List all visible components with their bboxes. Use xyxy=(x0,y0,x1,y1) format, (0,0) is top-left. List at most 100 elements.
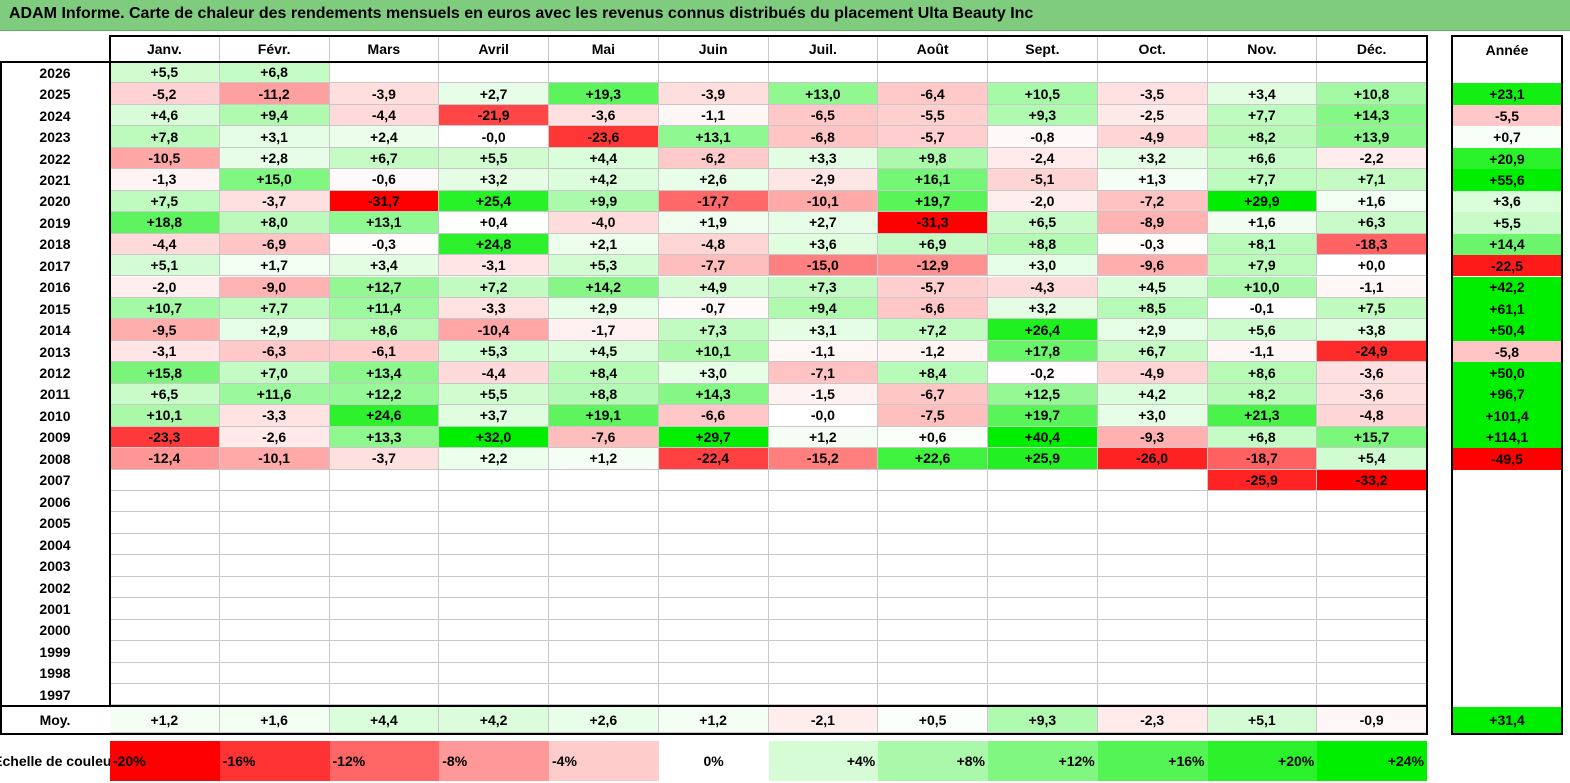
chart-title: ADAM Informe. Carte de chaleur des rende… xyxy=(9,5,1034,22)
heatmap-cell: +5,3 xyxy=(549,255,659,277)
heatmap-cell: +19,7 xyxy=(878,190,988,213)
heatmap-cell: +22,6 xyxy=(878,448,988,470)
left-border xyxy=(0,61,2,707)
heatmap-cell: +7,3 xyxy=(658,319,769,341)
heatmap-cell: +17,8 xyxy=(988,340,1098,363)
heatmap-cell: -5,7 xyxy=(878,126,988,148)
heatmap-cell: -2,0 xyxy=(988,190,1098,213)
heatmap-cell xyxy=(110,491,220,513)
heatmap-cell: +6,7 xyxy=(329,147,440,170)
heatmap-cell: +25,4 xyxy=(439,190,549,213)
heatmap-cell xyxy=(1207,641,1318,663)
heatmap-cell xyxy=(878,598,988,620)
heatmap-cell xyxy=(1317,662,1427,685)
heatmap-cell: -6,9 xyxy=(219,233,330,256)
heatmap-cell: -26,0 xyxy=(1097,448,1208,470)
heatmap-cell: +7,7 xyxy=(1207,169,1318,191)
heatmap-cell xyxy=(1097,491,1208,513)
year-total-cell xyxy=(1452,663,1562,684)
heatmap-cell: +4,5 xyxy=(549,340,659,363)
heatmap-cell xyxy=(988,576,1098,599)
heatmap-cell: +7,0 xyxy=(219,362,330,384)
year-label: 2003 xyxy=(39,558,71,575)
heatmap-cell: +12,2 xyxy=(329,383,440,406)
heatmap-cell: -6,4 xyxy=(878,83,988,105)
heatmap-cell xyxy=(658,598,769,620)
average-cell: -2,1 xyxy=(768,707,879,733)
heatmap-cell: -10,5 xyxy=(110,147,220,170)
heatmap-cell: +1,3 xyxy=(1097,169,1208,191)
heatmap-cell: +8,0 xyxy=(219,212,330,234)
heatmap-cell: +0,6 xyxy=(878,426,988,449)
heatmap-cell xyxy=(768,469,879,491)
heatmap-cell: +2,9 xyxy=(219,319,330,341)
heatmap-cell: +13,4 xyxy=(329,362,440,384)
heatmap-cell: -1,1 xyxy=(1317,276,1427,298)
heatmap-cell: +2,4 xyxy=(329,126,440,148)
heatmap-cell: -10,1 xyxy=(768,190,879,213)
heatmap-cell xyxy=(878,662,988,685)
heatmap-cell: -18,3 xyxy=(1317,233,1427,256)
heatmap-cell: +12,7 xyxy=(329,276,440,298)
year-total-cell: -5,8 xyxy=(1452,340,1562,363)
heatmap-cell: +4,9 xyxy=(658,276,769,298)
heatmap-cell: -9,0 xyxy=(219,276,330,298)
heatmap-cell: +8,4 xyxy=(878,362,988,384)
heatmap-cell: -0,1 xyxy=(1207,297,1318,320)
heatmap-cell: -3,3 xyxy=(219,405,330,427)
heatmap-cell xyxy=(878,512,988,534)
year-label: 2002 xyxy=(39,579,71,596)
heatmap-cell: -9,3 xyxy=(1097,426,1208,449)
heatmap-cell: -7,5 xyxy=(878,405,988,427)
heatmap-cell: +9,4 xyxy=(219,104,330,127)
heatmap-cell xyxy=(1317,533,1427,556)
heatmap-cell: +5,5 xyxy=(110,62,220,84)
heatmap-cell: -31,7 xyxy=(329,190,440,213)
heatmap-cell xyxy=(439,684,549,706)
heatmap-cell: +3,1 xyxy=(768,319,879,341)
heatmap-cell xyxy=(329,598,440,620)
heatmap-cell: +4,4 xyxy=(549,147,659,170)
heatmap-cell xyxy=(658,684,769,706)
heatmap-cell: +14,3 xyxy=(658,383,769,406)
heatmap-cell: +3,2 xyxy=(988,297,1098,320)
month-header: Sept. xyxy=(988,37,1098,62)
heatmap-cell: -4,4 xyxy=(110,233,220,256)
heatmap-cell xyxy=(110,641,220,663)
heatmap-cell xyxy=(988,469,1098,491)
heatmap-cell: +9,9 xyxy=(549,190,659,213)
heatmap-cell: -4,9 xyxy=(1097,362,1208,384)
average-year-cell: +31,4 xyxy=(1452,707,1562,733)
heatmap-cell xyxy=(1207,619,1318,642)
heatmap-cell: +7,2 xyxy=(878,319,988,341)
month-header: Févr. xyxy=(219,37,330,62)
year-total-cell: +61,1 xyxy=(1452,297,1562,320)
heatmap-cell: +2,6 xyxy=(658,169,769,191)
year-total-cell: -22,5 xyxy=(1452,255,1562,277)
heatmap-cell xyxy=(329,662,440,685)
heatmap-cell xyxy=(1317,512,1427,534)
year-total-cell: +50,0 xyxy=(1452,362,1562,384)
year-label: 1998 xyxy=(39,665,71,682)
heatmap-cell: -17,7 xyxy=(658,190,769,213)
heatmap-cell: +3,0 xyxy=(1097,405,1208,427)
heatmap-cell: +13,1 xyxy=(329,212,440,234)
heatmap-cell: +5,1 xyxy=(110,255,220,277)
heatmap-cell xyxy=(1207,662,1318,685)
heatmap-cell xyxy=(329,576,440,599)
heatmap-cell xyxy=(329,491,440,513)
year-total-cell: +5,5 xyxy=(1452,212,1562,234)
year-label: 2020 xyxy=(39,193,71,210)
heatmap-cell xyxy=(658,641,769,663)
heatmap-cell: -4,3 xyxy=(988,276,1098,298)
heatmap-cell: -9,6 xyxy=(1097,255,1208,277)
heatmap-cell: +6,9 xyxy=(878,233,988,256)
year-label: 2007 xyxy=(39,472,71,489)
heatmap-cell: +13,3 xyxy=(329,426,440,449)
heatmap-cell xyxy=(768,576,879,599)
heatmap-cell xyxy=(439,533,549,556)
average-cell: +0,5 xyxy=(878,707,988,733)
heatmap-cell: +3,2 xyxy=(1097,147,1208,170)
heatmap-cell: +10,0 xyxy=(1207,276,1318,298)
heatmap-cell: +19,3 xyxy=(549,83,659,105)
